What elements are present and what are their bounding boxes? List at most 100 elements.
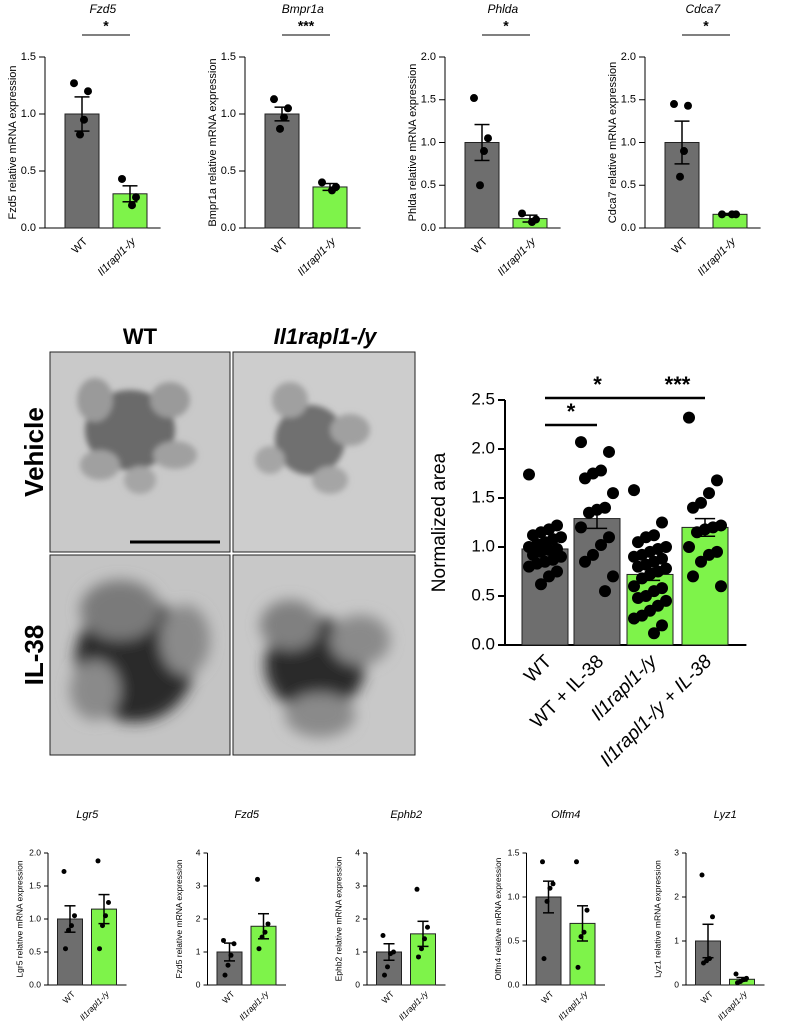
y-tick-label: 0 — [355, 979, 360, 989]
row-label: IL-38 — [19, 625, 49, 686]
data-point — [595, 539, 607, 552]
data-point — [599, 585, 611, 598]
y-tick-label: 0.0 — [221, 222, 236, 234]
chart-title: Fzd5 — [235, 809, 260, 821]
x-tick-label: Il1rapl1-/y — [96, 235, 140, 279]
x-tick-label: WT — [270, 235, 291, 256]
data-point — [419, 946, 424, 952]
data-point — [575, 521, 587, 534]
data-point — [80, 115, 88, 124]
data-point — [128, 201, 136, 210]
data-point — [228, 952, 234, 958]
chart-title: Lgr5 — [76, 809, 99, 821]
data-point — [106, 900, 111, 905]
x-tick-label: WT — [220, 989, 236, 1005]
data-point — [575, 964, 581, 970]
chart-title: Lyz1 — [714, 809, 737, 821]
micrographs: WT Il1rapl1-/y Vehicle IL-38 — [19, 324, 416, 756]
organoid — [70, 580, 390, 737]
y-tick-label: 0.0 — [29, 979, 41, 989]
data-point — [416, 954, 421, 960]
data-point — [523, 560, 535, 573]
y-tick-label: 2 — [355, 913, 360, 923]
y-tick-label: 1.0 — [221, 108, 236, 120]
data-point — [550, 881, 556, 887]
y-tick-label: 1.5 — [21, 51, 36, 63]
y-tick-label: 0.0 — [508, 979, 520, 989]
y-tick-label: 0 — [674, 979, 679, 989]
data-point — [470, 94, 478, 103]
data-point — [225, 962, 231, 968]
data-point — [425, 924, 430, 930]
data-point — [587, 548, 599, 561]
chart-title: Olfm4 — [551, 809, 580, 821]
data-point — [118, 174, 126, 183]
data-point — [535, 578, 547, 591]
y-tick-label: 1.5 — [29, 880, 41, 890]
data-point — [578, 934, 584, 940]
y-tick-label: 0.0 — [471, 634, 495, 653]
significance-label: * — [567, 399, 576, 424]
data-point — [735, 980, 740, 986]
data-point — [265, 921, 271, 927]
data-point — [523, 468, 535, 481]
data-point — [581, 929, 587, 935]
data-point — [61, 868, 67, 874]
y-tick-label: 2.0 — [421, 51, 436, 63]
data-point — [607, 487, 619, 500]
y-tick-label: 2.0 — [471, 438, 495, 457]
data-point — [579, 555, 591, 568]
x-tick-label: WT — [470, 235, 491, 256]
y-tick-label: 1.0 — [621, 136, 636, 148]
data-point — [280, 113, 288, 122]
data-point — [528, 218, 536, 227]
y-tick-label: 1.5 — [621, 94, 636, 106]
y-tick-label: 0.5 — [471, 585, 495, 604]
data-point — [670, 100, 678, 109]
x-tick-label: WT — [699, 989, 715, 1005]
x-tick-label: Il1rapl1-/y — [496, 235, 540, 279]
data-point — [380, 933, 386, 938]
y-tick-label: 4 — [196, 847, 201, 857]
data-point — [728, 210, 736, 219]
data-point — [256, 946, 262, 952]
data-point — [680, 147, 688, 156]
y-tick-label: 3 — [196, 880, 201, 890]
data-point — [575, 436, 587, 449]
data-point — [574, 859, 579, 865]
y-tick-label: 1.0 — [21, 108, 36, 120]
data-point — [607, 570, 619, 583]
y-axis-label: Cdca7 relative mRNA expression — [607, 62, 619, 223]
y-tick-label: 1.5 — [221, 51, 236, 63]
data-point — [484, 134, 492, 143]
data-point — [100, 923, 105, 929]
y-tick-label: 2.5 — [471, 389, 495, 408]
data-point — [97, 946, 102, 952]
y-tick-label: 1.0 — [471, 536, 495, 555]
data-point — [66, 927, 71, 933]
bar — [264, 113, 300, 229]
y-axis-label: Phlda relative mRNA expression — [407, 64, 419, 222]
significance-label: * — [503, 18, 509, 34]
data-point — [318, 178, 326, 187]
y-tick-label: 2 — [196, 913, 201, 923]
data-point — [103, 913, 108, 919]
x-tick-label: WT — [61, 989, 77, 1005]
data-point — [262, 929, 268, 935]
y-tick-label: 1.5 — [421, 94, 436, 106]
y-tick-label: 0.5 — [621, 179, 636, 191]
bar — [57, 918, 83, 986]
data-point — [683, 411, 695, 424]
x-tick-label: WT — [670, 235, 691, 256]
x-tick-label: WT — [539, 989, 555, 1005]
data-point — [221, 937, 226, 943]
chart-title: Fzd5 — [89, 2, 116, 16]
data-point — [636, 572, 648, 585]
y-tick-label: 1 — [355, 946, 360, 956]
y-tick-label: 2 — [674, 891, 679, 901]
significance-label: *** — [298, 18, 315, 34]
data-point — [70, 79, 78, 88]
data-point — [691, 526, 703, 539]
y-tick-label: 0.0 — [621, 222, 636, 234]
